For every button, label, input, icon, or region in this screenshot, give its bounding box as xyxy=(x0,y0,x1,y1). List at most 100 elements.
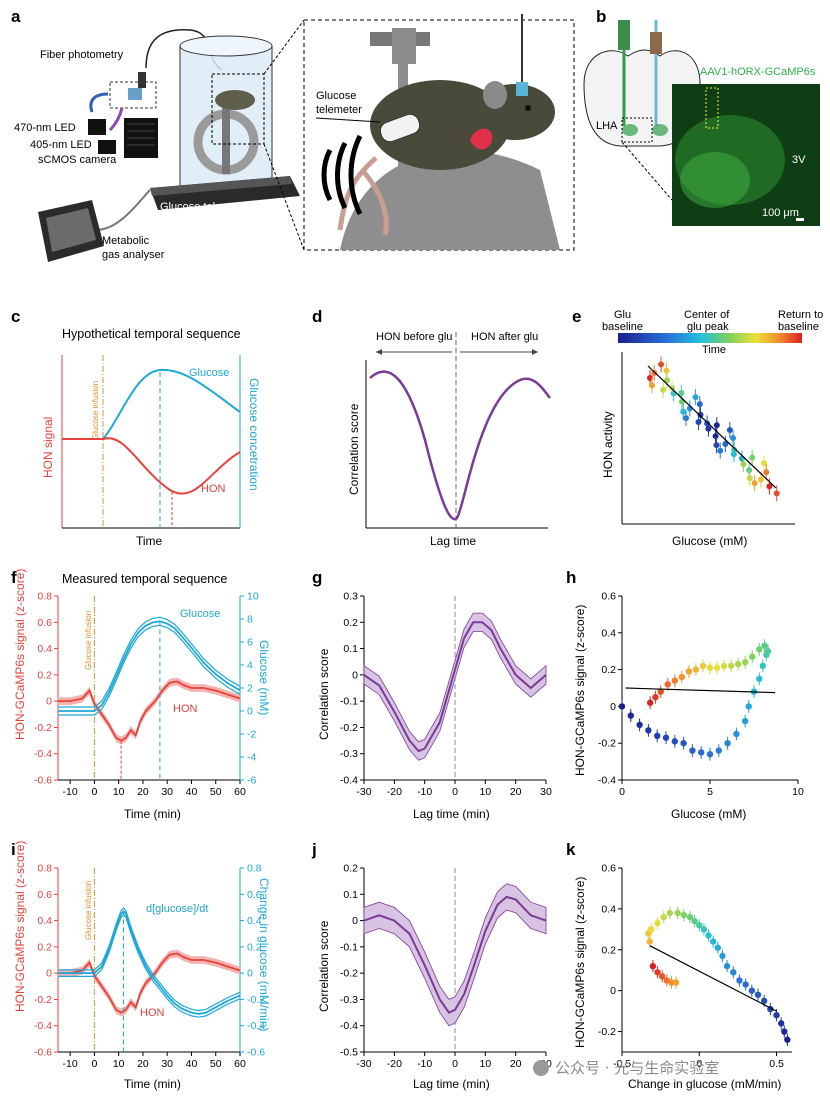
x-tick-label: -10 xyxy=(63,786,78,798)
zoom-line-top xyxy=(263,19,305,75)
scatter-point xyxy=(759,662,766,670)
gas-tube xyxy=(95,189,151,231)
scale-bar xyxy=(796,218,804,221)
y-tick-label: -0.4 xyxy=(340,1020,358,1032)
c-glucose-curve xyxy=(62,368,241,440)
scatter-point xyxy=(657,688,664,695)
panel-g-corr: -30 -20 -10 0 10 20 30 -0.4 -0.3 -0.2 -0.1 0 0.1 0.2 0… xyxy=(317,591,552,822)
gas-label-2: gas analyser xyxy=(102,249,165,261)
y-tick-label: 0 xyxy=(352,669,358,681)
k-ylabel: HON-GCaMP6s signal (z-score) xyxy=(573,877,587,1048)
panel-i-derivative: -10 0 10 20 30 40 50 60-0.6-0.4-0.200.20.40.60.… xyxy=(13,841,271,1091)
x-tick-label: 30 xyxy=(161,786,173,798)
x-tick-label: 10 xyxy=(792,786,804,798)
scatter-point xyxy=(764,648,772,655)
scatter-point xyxy=(760,460,767,467)
virus-syringe xyxy=(618,20,630,50)
x-tick-label: 0 xyxy=(452,786,458,798)
panel-d-hypothetical-corr: HON before glu HON after glu Correlation… xyxy=(347,331,551,548)
chamber-top xyxy=(179,35,273,57)
x-tick-label: -10 xyxy=(417,786,432,798)
scatter-point xyxy=(685,668,693,675)
y-tick-label: 0.4 xyxy=(601,627,616,639)
virus-label: AAV1-hORX-GCaMP6s xyxy=(700,66,816,78)
zoom-box xyxy=(211,73,265,145)
f-ylabel-left: HON-GCaMP6s signal (z-score) xyxy=(13,569,27,740)
i-ylabel-left: HON-GCaMP6s signal (z-score) xyxy=(13,841,27,1012)
i-dglucose-label: d[glucose]/dt xyxy=(146,903,208,915)
y-tick-label: 0.2 xyxy=(37,941,52,953)
k-xlabel: Change in glucose (mM/min) xyxy=(628,1077,781,1091)
camera-label: sCMOS camera xyxy=(38,154,117,166)
e-fit-line xyxy=(647,365,777,489)
scatter-point xyxy=(730,969,737,976)
right-y-tick-label: -0.6 xyxy=(247,1047,265,1059)
y-tick-label: 0.2 xyxy=(343,863,358,875)
scatter-point xyxy=(660,386,667,393)
y-tick-label: -0.2 xyxy=(598,738,616,750)
scatter-point xyxy=(751,480,758,487)
y-tick-label: 0.2 xyxy=(343,617,358,629)
mouse-small xyxy=(215,90,255,110)
glucose-line xyxy=(58,620,241,712)
scatter-point xyxy=(758,476,765,483)
b-zoom-line xyxy=(621,141,673,201)
e-time-label: Time xyxy=(702,344,726,356)
x-tick-label: -10 xyxy=(417,1058,432,1070)
panel-label-a: a xyxy=(11,7,21,26)
scatter-point xyxy=(726,427,733,434)
y-tick-label: -0.3 xyxy=(340,994,358,1006)
e-glu-baseline-1: Glu xyxy=(614,309,631,321)
i-ylabel-right: Change in glucose (mM/min) xyxy=(257,878,271,1031)
fiber-ferrule xyxy=(650,32,662,54)
x-tick-label: 20 xyxy=(510,1058,522,1070)
y-tick-label: 0.3 xyxy=(343,591,358,603)
e-center-1: Center of xyxy=(684,309,730,321)
panel-b-histology: LHA AAV1-hORX-GCaMP6s 3V 100 μm xyxy=(583,20,820,226)
signal-wave-2 xyxy=(335,141,348,210)
watermark-text: 公众号 · 光与生命实验室 xyxy=(555,1059,719,1077)
x-tick-label: 10 xyxy=(113,1058,125,1070)
scatter-point xyxy=(692,394,699,401)
x-tick-label: -30 xyxy=(356,786,371,798)
f-hon-label: HON xyxy=(173,703,198,715)
scatter-point xyxy=(705,932,712,939)
scatter-point xyxy=(654,732,661,740)
j-chart: -30-20-100102030-0.5-0.4-0.3-0.2-0.100.1… xyxy=(340,863,552,1071)
zoom-line-bottom xyxy=(263,143,305,251)
scatter-point xyxy=(723,962,731,970)
y-tick-label: -0.4 xyxy=(598,775,616,787)
scatter-point xyxy=(654,969,661,976)
scatter-point xyxy=(670,390,677,397)
x-tick-label: 40 xyxy=(186,786,198,798)
dglucose-sem-upper xyxy=(58,907,241,1012)
scatter-point xyxy=(756,675,763,682)
scatter-point xyxy=(734,660,742,668)
scatter-point xyxy=(705,425,712,432)
panel-h-scatter: 0 5 10 -0.4 -0.2 0 0.2 0.4 0.6 HON-GCaMP6s signa… xyxy=(573,591,804,822)
led-405 xyxy=(98,140,116,154)
scatter-point xyxy=(680,911,688,919)
h-ylabel: HON-GCaMP6s signal (z-score) xyxy=(573,605,587,776)
d-left-label: HON before glu xyxy=(376,331,452,343)
right-y-tick-label: 0.4 xyxy=(247,915,262,927)
fluorescence-core xyxy=(680,152,750,208)
dichroic-block xyxy=(128,88,142,100)
corr-line xyxy=(363,621,547,753)
x-tick-label: 40 xyxy=(186,1058,198,1070)
scatter-point xyxy=(691,917,698,925)
scatter-point xyxy=(781,1028,788,1035)
corr-line xyxy=(363,895,547,1014)
watermark: 公众号 · 光与生命实验室 xyxy=(533,1059,719,1077)
scatter-point xyxy=(731,446,738,453)
scatter-point xyxy=(719,952,726,960)
panel-label-d: d xyxy=(312,307,322,326)
y-tick-label: 0.6 xyxy=(37,617,52,629)
dglucose-sem-lower xyxy=(58,913,241,1018)
scatter-point xyxy=(736,977,743,984)
scatter-point xyxy=(692,666,700,673)
y-tick-label: -0.4 xyxy=(34,748,52,760)
h-xlabel: Glucose (mM) xyxy=(671,807,746,821)
y-tick-label: -0.1 xyxy=(340,696,358,708)
x-tick-label: 50 xyxy=(210,786,222,798)
